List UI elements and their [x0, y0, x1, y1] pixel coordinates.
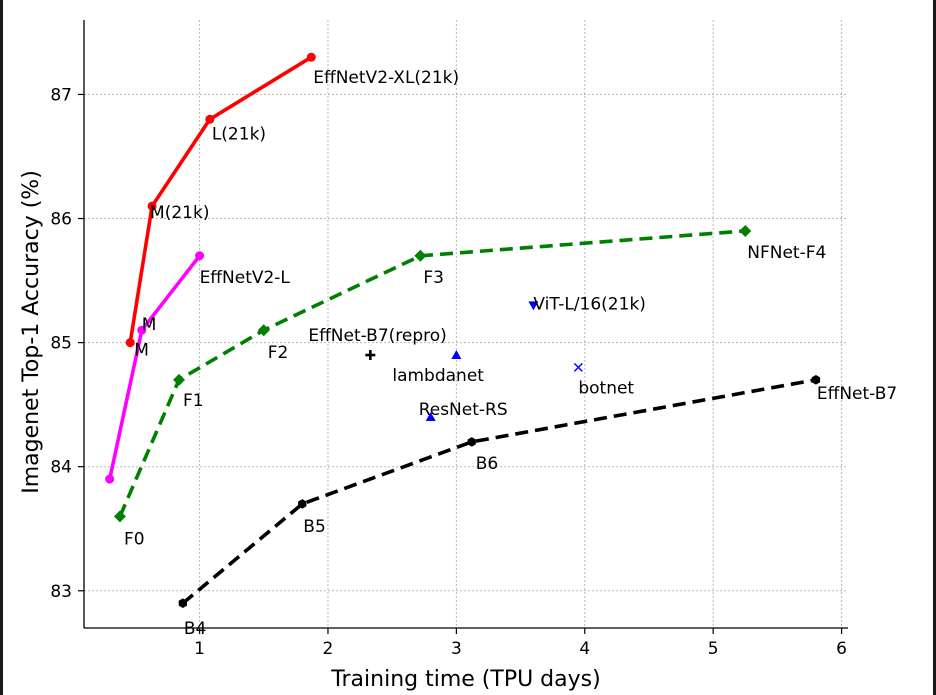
series-line: [128, 55, 313, 343]
data-label: ResNet-RS: [419, 400, 508, 420]
data-point-marker: [137, 325, 147, 335]
data-point-marker: [425, 412, 436, 422]
axes: 1 2 3 4 5 6 83 84 85 86 87: [50, 20, 848, 659]
left-border: [0, 0, 3, 695]
series-line: [181, 378, 817, 605]
data-point-marker: [105, 474, 115, 484]
data-label: M(21k): [150, 203, 209, 223]
data-label: L(21k): [212, 124, 266, 144]
series-effnetv2-xl-21k-: [125, 52, 316, 348]
data-point-marker: [365, 350, 376, 361]
data-label: F1: [183, 391, 204, 411]
data-label: lambdanet: [392, 366, 484, 386]
x-tick-label: 3: [451, 639, 462, 659]
data-label: botnet: [578, 378, 634, 398]
y-tick-label: 85: [50, 334, 72, 354]
y-tick-label: 84: [50, 458, 72, 478]
data-label: B6: [476, 454, 498, 474]
x-tick-label: 2: [323, 639, 334, 659]
data-label: M: [134, 341, 149, 361]
data-point-marker: [451, 350, 462, 360]
y-tick-label: 87: [50, 85, 72, 105]
data-point-marker: [205, 114, 215, 124]
data-label: EffNetV2-L: [200, 268, 291, 288]
data-point-marker: [573, 362, 583, 372]
data-point-marker: [147, 201, 157, 211]
data-label: F0: [124, 529, 145, 549]
data-point-marker: [257, 324, 270, 337]
x-tick-label: 4: [579, 639, 590, 659]
data-label: EffNet-B7(repro): [308, 326, 446, 346]
right-border: [933, 0, 936, 695]
x-tick-label: 6: [836, 639, 847, 659]
x-tick-label: 1: [194, 639, 205, 659]
data-point-marker: [113, 510, 126, 523]
data-label: EffNet-B7: [817, 384, 897, 404]
series-effnetv2-l: [105, 251, 205, 484]
data-label: F3: [423, 268, 444, 288]
data-point-marker: [125, 338, 135, 348]
data-label: M: [142, 315, 157, 335]
data-point-marker: [195, 251, 205, 261]
x-tick-label: 5: [708, 639, 719, 659]
standalone-points: [365, 301, 583, 422]
y-axis-title: Imagenet Top-1 Accuracy (%): [19, 170, 44, 494]
x-axis-title: Training time (TPU days): [330, 667, 600, 692]
data-point-marker: [178, 598, 187, 608]
data-point-marker: [298, 499, 307, 509]
data-point-marker: [467, 437, 476, 447]
data-label: ViT-L/16(21k): [533, 294, 646, 314]
data-point-marker: [306, 52, 316, 62]
data-point-marker: [528, 301, 539, 311]
data-label: F2: [268, 343, 289, 363]
data-label: B5: [303, 517, 325, 537]
grid: [84, 20, 848, 628]
data-label: NFNet-F4: [747, 243, 826, 263]
y-tick-label: 83: [50, 582, 72, 602]
data-label: EffNetV2-XL(21k): [313, 68, 459, 88]
data-point-marker: [414, 249, 427, 262]
point-labels: M M(21k) L(21k) EffNetV2-XL(21k) M EffNetV2-L…: [124, 68, 897, 639]
y-tick-label: 86: [50, 210, 72, 230]
series-effnet-b7: [178, 375, 821, 608]
data-point-marker: [739, 224, 752, 237]
series-line: [107, 254, 202, 480]
series-nfnet-f4: [113, 224, 752, 523]
data-point-marker: [811, 375, 821, 385]
data-point-marker: [173, 373, 186, 386]
data-label: B4: [184, 619, 206, 639]
series-group: [105, 52, 821, 608]
